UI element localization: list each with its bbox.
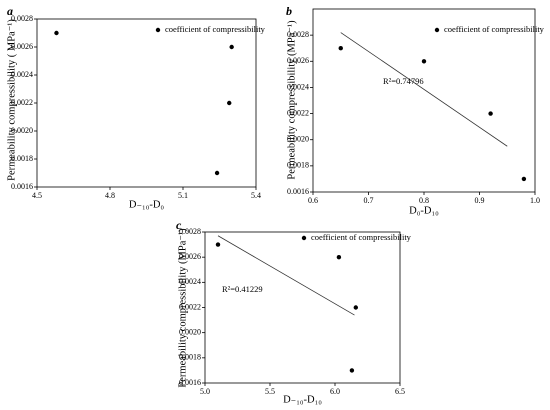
y-tick-label: 0.0026	[287, 56, 309, 65]
plot-frame	[204, 231, 401, 384]
x-tick-label: 5.0	[200, 387, 210, 396]
legend-label: coefficient of compressibility	[165, 24, 266, 34]
y-tick-label: 0.0020	[287, 135, 309, 144]
x-tick-label: 4.5	[32, 191, 42, 200]
y-tick-label: 0.0028	[179, 227, 201, 236]
panel-label: b	[286, 4, 292, 18]
y-tick-label: 0.0024	[179, 277, 201, 286]
y-tick-label: 0.0024	[287, 82, 309, 91]
x-tick-label: 0.6	[308, 196, 318, 205]
y-tick-label: 0.0028	[11, 14, 33, 23]
subplot: 0.0016 0.0018 0.0020 0.0022 0.0024 0.0026 0.00…	[176, 218, 412, 406]
y-tick-label: 0.0026	[11, 42, 33, 51]
data-point	[215, 242, 221, 247]
y-tick-label: 0.0020	[179, 327, 201, 336]
y-tick-label: 0.0016	[11, 182, 33, 191]
x-tick-label: 4.8	[105, 191, 115, 200]
x-tick-label: 5.1	[178, 191, 188, 200]
subplot: 0.0016 0.0018 0.0020 0.0022 0.0024 0.0026 0.00…	[6, 4, 265, 211]
x-tick-label: 6.5	[395, 387, 405, 396]
annotation: R²=0.41229	[222, 284, 263, 294]
legend-marker	[301, 235, 307, 241]
plot-frame	[36, 18, 257, 188]
x-tick-label: 5.4	[251, 191, 261, 200]
y-tick-label: 0.0024	[11, 70, 33, 79]
data-point	[214, 170, 220, 176]
y-tick-label: 0.0028	[287, 30, 309, 39]
x-axis-label: D₋₁₀-D₁₀	[283, 394, 322, 405]
legend-label: coefficient of compressibility	[311, 232, 412, 242]
y-tick-label: 0.0022	[179, 302, 201, 311]
y-tick-label: 0.0022	[11, 98, 33, 107]
data-point	[229, 44, 234, 50]
y-tick-label: 0.0026	[179, 252, 201, 261]
y-axis-label: Permeability compressibility ( MPa⁻¹)	[6, 19, 17, 181]
y-tick-label: 0.0020	[11, 126, 33, 135]
y-tick-label: 0.0022	[287, 108, 309, 117]
data-point	[349, 368, 355, 373]
legend-marker	[434, 27, 440, 33]
legend-marker	[155, 27, 161, 33]
y-axis-label: Permeability compressibility (MPa⁻¹)	[286, 20, 297, 180]
data-point	[488, 111, 493, 116]
y-axis-label: Permeability compressibility (MPa⁻¹)	[177, 228, 188, 388]
subplot: 0.0016 0.0018 0.0020 0.0022 0.0024 0.0026 0.00…	[286, 4, 545, 217]
panel-label: a	[7, 4, 13, 18]
x-tick-label: 6.0	[330, 387, 340, 396]
x-tick-label: 5.5	[265, 387, 275, 396]
y-tick-label: 0.0016	[179, 378, 201, 387]
annotation: R²=0.74796	[383, 76, 424, 86]
legend-label: coefficient of compressibility	[444, 24, 545, 34]
x-tick-label: 0.8	[419, 196, 429, 205]
x-tick-label: 0.9	[475, 196, 485, 205]
data-point	[353, 305, 358, 310]
data-point	[336, 254, 342, 260]
x-axis-label: D₀-D₁₀	[409, 205, 439, 216]
x-tick-label: 0.7	[364, 196, 374, 205]
data-point	[521, 176, 527, 182]
y-tick-label: 0.0018	[11, 154, 33, 163]
x-tick-label: 1.0	[530, 196, 540, 205]
x-axis-label: D₋₁₀-D₀	[129, 199, 165, 210]
trendline	[340, 32, 508, 147]
panel-label: c	[176, 218, 182, 232]
y-tick-label: 0.0018	[287, 161, 309, 170]
data-point	[227, 100, 232, 106]
data-point	[54, 30, 59, 36]
y-tick-label: 0.0016	[287, 187, 309, 196]
trendline	[217, 235, 355, 316]
data-point	[421, 59, 427, 64]
data-point	[338, 46, 343, 51]
y-tick-label: 0.0018	[179, 353, 201, 362]
